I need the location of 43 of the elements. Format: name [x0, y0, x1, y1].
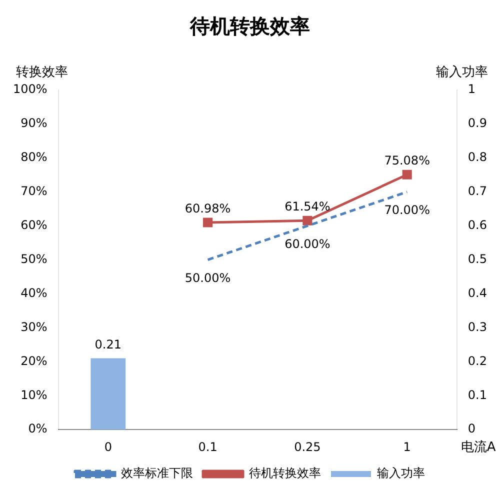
x-tick-label: 1 [403, 440, 411, 454]
y-tick-label: 100% [12, 82, 48, 96]
y2-tick-label: 0.8 [468, 150, 488, 164]
x-tick-label: 0.25 [294, 440, 321, 454]
y2-tick-label: 0 [468, 422, 476, 436]
x-tick-label: 0.1 [198, 440, 218, 454]
y-tick-label: 0% [28, 422, 48, 436]
y2-tick-label: 0.3 [468, 320, 488, 334]
data-label: 50.00% [184, 270, 231, 285]
chart-title: 待机转换效率 [189, 14, 310, 38]
point [402, 170, 412, 180]
y-tick-label: 60% [20, 218, 48, 232]
point [302, 216, 312, 226]
y-tick-label: 10% [20, 388, 48, 402]
y-tick-label: 80% [20, 150, 48, 164]
y2-axis-title: 输入功率 [436, 64, 488, 80]
y2-tick-label: 0.7 [468, 184, 488, 198]
y-tick-label: 40% [20, 286, 48, 300]
legend-label: 待机转换效率 [249, 466, 321, 480]
y2-tick-label: 0.4 [468, 286, 488, 300]
y2-tick-label: 0.2 [468, 354, 488, 368]
y-tick-label: 20% [20, 354, 48, 368]
data-label: 70.00% [384, 202, 430, 217]
y-tick-label: 90% [20, 116, 48, 130]
point [203, 218, 213, 228]
legend-label: 输入功率 [377, 466, 425, 480]
x-tick-label: 0 [104, 440, 112, 454]
x-axis-title: 电流A [460, 438, 496, 455]
y2-tick-label: 0.6 [468, 218, 488, 232]
y-tick-label: 70% [20, 184, 48, 198]
data-label: 60.00% [284, 236, 330, 251]
y2-tick-label: 0.5 [468, 252, 488, 266]
legend-label: 效率标准下限 [121, 466, 193, 480]
data-label: 0.21 [94, 337, 122, 352]
y2-tick-label: 0.9 [468, 116, 488, 130]
data-label: 61.54% [284, 200, 330, 214]
y2-tick-label: 0.1 [468, 388, 488, 402]
data-label: 60.98% [184, 202, 231, 216]
y-tick-label: 30% [20, 320, 48, 334]
data-label: 75.08% [384, 154, 430, 168]
y-axis-title: 转换效率 [16, 64, 68, 80]
y-tick-label: 50% [20, 252, 48, 266]
y2-tick-label: 1 [468, 82, 476, 96]
